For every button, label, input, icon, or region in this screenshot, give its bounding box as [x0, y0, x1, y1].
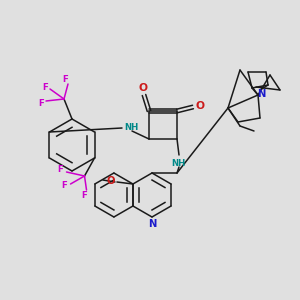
- Text: F: F: [61, 182, 68, 190]
- Text: NH: NH: [124, 122, 138, 131]
- Text: O: O: [196, 101, 205, 111]
- Text: F: F: [58, 166, 63, 175]
- Text: F: F: [38, 98, 44, 107]
- Text: N: N: [148, 219, 156, 229]
- Text: F: F: [62, 74, 68, 83]
- Text: O: O: [139, 83, 148, 93]
- Text: O: O: [107, 176, 115, 186]
- Text: NH: NH: [171, 158, 185, 167]
- Text: N: N: [257, 89, 265, 99]
- Text: F: F: [82, 191, 87, 200]
- Text: F: F: [42, 82, 48, 91]
